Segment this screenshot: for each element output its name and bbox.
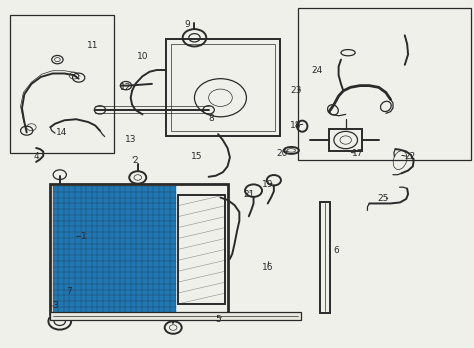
Text: 22: 22 [404,152,415,161]
Text: 11: 11 [87,41,99,50]
Text: 18: 18 [291,121,302,130]
Text: 13: 13 [125,135,137,144]
Text: 24: 24 [312,65,323,74]
Text: 9: 9 [184,21,190,30]
Text: 10: 10 [137,52,148,61]
Bar [50,184,228,314]
Text: 21: 21 [243,190,255,199]
Text: 25: 25 [378,194,389,203]
Bar [329,129,362,151]
Bar [178,195,225,304]
Bar [166,39,280,136]
Bar [171,44,275,130]
Bar [50,312,301,319]
Text: 4: 4 [33,152,39,161]
Text: 14: 14 [56,128,68,137]
Text: 15: 15 [191,152,202,161]
Bar [10,15,114,153]
Text: 17: 17 [352,149,363,158]
Bar [319,202,330,313]
Text: 23: 23 [291,86,302,95]
Text: 3: 3 [52,301,58,310]
Text: 6: 6 [333,246,339,255]
Bar [53,186,175,313]
Bar [299,8,471,160]
Text: 12: 12 [120,83,132,92]
Text: 7: 7 [66,287,72,296]
Text: 5: 5 [215,315,221,324]
Text: 19: 19 [262,180,273,189]
Text: 1: 1 [81,232,86,241]
Text: 8: 8 [208,114,214,123]
Text: 16: 16 [262,263,273,272]
Text: 2: 2 [133,156,138,165]
Text: 20: 20 [276,149,288,158]
